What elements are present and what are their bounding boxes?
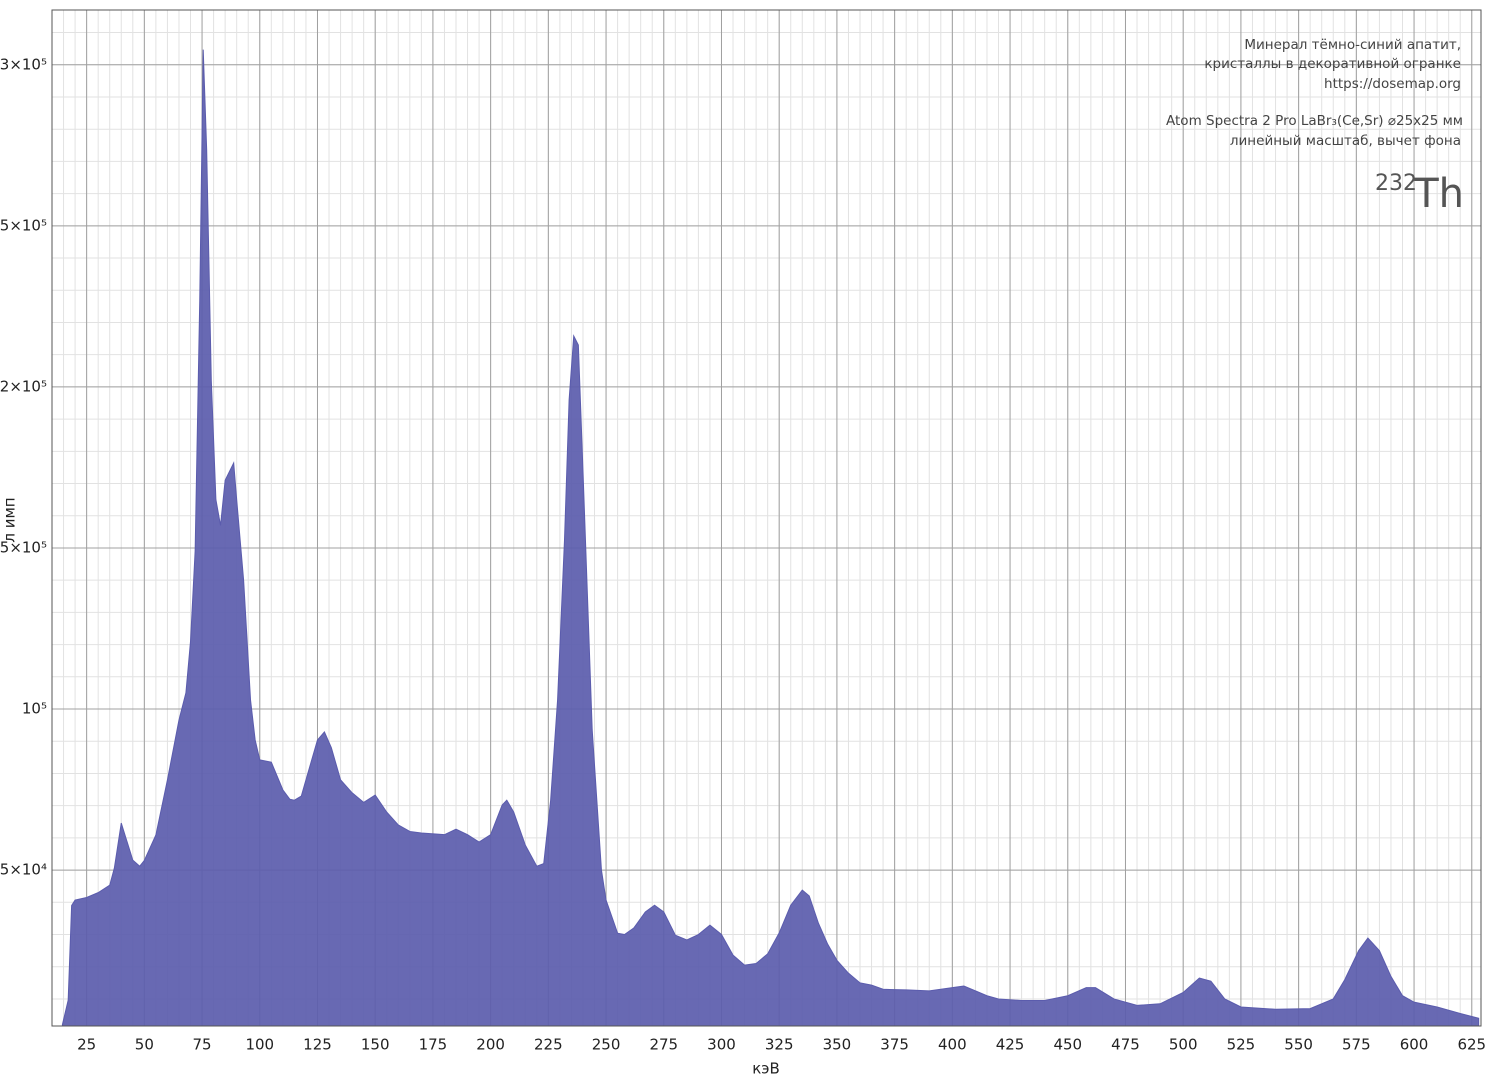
isotope-symbol: Th [1413, 171, 1464, 217]
x-tick-label: 400 [938, 1036, 967, 1054]
x-tick-label: 125 [303, 1036, 332, 1054]
annotation: линейный масштаб, вычет фона [1230, 133, 1461, 149]
x-tick-label: 50 [135, 1036, 154, 1054]
y-tick-label: 2×10⁵ [0, 377, 47, 395]
x-tick-label: 600 [1400, 1036, 1429, 1054]
x-axis-label: кэВ [752, 1060, 780, 1078]
x-tick-label: 500 [1169, 1036, 1198, 1054]
x-tick-label: 200 [476, 1036, 505, 1054]
x-tick-label: 275 [649, 1036, 678, 1054]
x-tick-label: 100 [245, 1036, 274, 1054]
x-tick-label: 250 [592, 1036, 621, 1054]
plot [61, 49, 1480, 1027]
x-tick-label: 450 [1053, 1036, 1082, 1054]
y-tick-label: 3×10⁵ [0, 55, 47, 73]
x-tick-label: 575 [1342, 1036, 1371, 1054]
x-tick-label: 425 [996, 1036, 1025, 1054]
x-tick-label: 550 [1284, 1036, 1313, 1054]
isotope-mass: 232 [1375, 171, 1417, 196]
x-tick-label: 300 [707, 1036, 736, 1054]
x-tick-label: 375 [880, 1036, 909, 1054]
annotation: https://dosemap.org [1324, 76, 1461, 92]
x-tick-label: 325 [765, 1036, 794, 1054]
x-tick-label: 175 [419, 1036, 448, 1054]
x-tick-label: 475 [1111, 1036, 1140, 1054]
spectrum-area [61, 49, 1480, 1027]
y-tick-label: 1,5×10⁵ [0, 538, 47, 556]
x-tick-label: 150 [361, 1036, 390, 1054]
y-tick-label: 5×10⁴ [0, 861, 47, 879]
annotation: Минерал тёмно-синий апатит, [1244, 37, 1461, 53]
y-tick-label: 10⁵ [22, 700, 47, 718]
x-tick-label: 625 [1457, 1036, 1486, 1054]
x-tick-label: 25 [77, 1036, 96, 1054]
x-tick-label: 75 [193, 1036, 212, 1054]
x-tick-label: 525 [1227, 1036, 1256, 1054]
y-tick-label: 2,5×10⁵ [0, 216, 47, 234]
annotation: Atom Spectra 2 Pro LaBr₃(Ce,Sr) ⌀25x25 м… [1166, 113, 1463, 129]
y-axis-label: л имп [1, 497, 19, 542]
x-tick-label: 350 [823, 1036, 852, 1054]
annotation: кристаллы в декоративной огранке [1204, 56, 1461, 72]
x-tick-label: 225 [534, 1036, 563, 1054]
plot-frame [51, 9, 1482, 1027]
